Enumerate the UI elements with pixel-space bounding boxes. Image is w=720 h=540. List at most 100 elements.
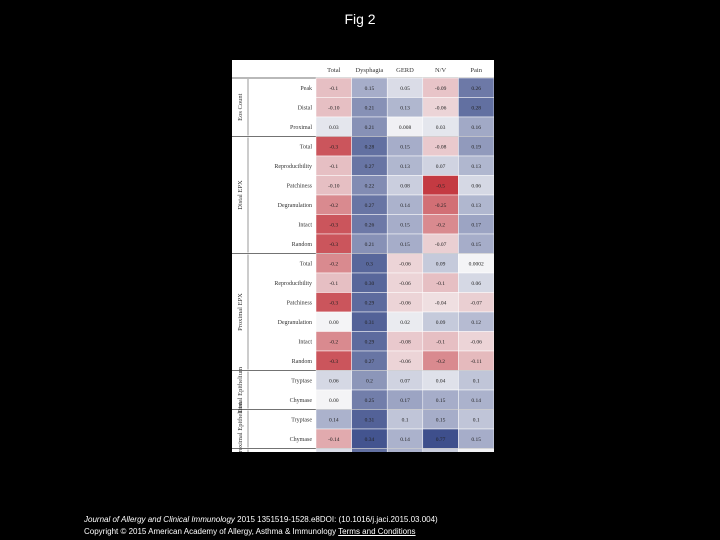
cell-value: 0.08 <box>400 183 410 189</box>
cell-value: 0.27 <box>365 203 375 209</box>
row-label: Total <box>300 262 313 268</box>
cell-value: 0.25 <box>365 398 375 404</box>
group-label: Proximal Epithelium <box>237 402 244 452</box>
row-label: Reproducibility <box>274 164 312 170</box>
column-header: Total <box>327 67 340 74</box>
cell-value: 0.05 <box>400 86 410 92</box>
cell-value: 0.26 <box>471 86 481 92</box>
cell-value: 0.16 <box>471 125 481 131</box>
figure-caption: Journal of Allergy and Clinical Immunolo… <box>84 514 438 538</box>
cell-value: 0.14 <box>329 417 339 423</box>
cell-value: -0.07 <box>470 300 482 306</box>
cell-value: 0.15 <box>436 417 446 423</box>
cell-value: 0.13 <box>471 164 481 170</box>
row-label: Peak <box>300 86 312 92</box>
row-label: Degranulation <box>278 320 312 326</box>
cell-value: -0.1 <box>329 86 338 92</box>
cell-value: 0.07 <box>436 164 446 170</box>
cell-value: 0.09 <box>436 320 446 326</box>
cell-value: 0.1 <box>473 417 480 423</box>
cell-value: 0.27 <box>365 359 375 365</box>
cell-value: -0.3 <box>329 222 338 228</box>
column-header: Dysphagia <box>355 67 383 74</box>
journal-name: Journal of Allergy and Clinical Immunolo… <box>84 515 235 524</box>
heatmap-cell <box>315 448 352 452</box>
heatmap-cell <box>458 448 494 452</box>
citation-text: 2015 1351519-1528.e8DOI: (10.1016/j.jaci… <box>234 515 438 524</box>
group-label: Distal EPX <box>237 180 244 210</box>
cell-value: -0.06 <box>399 281 411 287</box>
heatmap-cell <box>351 448 388 452</box>
cell-value: 0.13 <box>471 203 481 209</box>
row-label: Tryptase <box>291 379 312 385</box>
cell-value: 0.15 <box>436 398 446 404</box>
row-label: Proximal <box>290 125 312 131</box>
cell-value: 0.00 <box>329 320 339 326</box>
row-label: Random <box>292 359 313 365</box>
cell-value: 0.14 <box>471 398 481 404</box>
cell-value: -0.06 <box>470 339 482 345</box>
cell-value: 0.09 <box>436 261 446 267</box>
group-label: Proximal EPX <box>237 293 244 331</box>
cell-value: 0.77 <box>436 437 446 443</box>
cell-value: -0.04 <box>435 300 447 306</box>
row-label: Distal <box>298 106 313 112</box>
row-label: Intact <box>298 223 312 229</box>
cell-value: 0.17 <box>400 398 410 404</box>
cell-value: -0.10 <box>328 183 340 189</box>
row-label: Chymase <box>290 398 313 404</box>
cell-value: -0.3 <box>329 359 338 365</box>
page-title: Fig 2 <box>344 11 376 27</box>
cell-value: -0.1 <box>329 281 338 287</box>
cell-value: 0.0002 <box>469 261 484 267</box>
cell-value: 0.07 <box>400 378 410 384</box>
cell-value: -0.5 <box>436 183 445 189</box>
cell-value: -0.2 <box>436 222 445 228</box>
row-label: Degranulation <box>278 203 312 209</box>
cell-value: 0.15 <box>471 437 481 443</box>
cell-value: -0.3 <box>329 300 338 306</box>
cell-value: -0.08 <box>399 339 411 345</box>
cell-value: 0.04 <box>436 378 446 384</box>
cell-value: 0.15 <box>471 242 481 248</box>
cell-value: 0.28 <box>365 144 375 150</box>
group-label: Distal Epithelium <box>237 367 244 413</box>
cell-value: 0.21 <box>365 242 375 248</box>
terms-link[interactable]: Terms and Conditions <box>338 527 416 536</box>
cell-value: 0.1 <box>473 378 480 384</box>
cell-value: -0.1 <box>436 281 445 287</box>
cell-value: 0.008 <box>399 125 412 131</box>
cell-value: -0.08 <box>435 144 447 150</box>
cell-value: 0.1 <box>402 417 409 423</box>
cell-value: 0.15 <box>400 144 410 150</box>
cell-value: 0.31 <box>365 320 375 326</box>
cell-value: 0.26 <box>365 222 375 228</box>
cell-value: -0.07 <box>435 242 447 248</box>
cell-value: 0.06 <box>329 378 339 384</box>
cell-value: 0.17 <box>471 222 481 228</box>
cell-value: -0.1 <box>436 339 445 345</box>
cell-value: -0.25 <box>435 203 447 209</box>
cell-value: -0.3 <box>329 144 338 150</box>
cell-value: 0.14 <box>400 203 410 209</box>
cell-value: 0.31 <box>365 417 375 423</box>
cell-value: 0.27 <box>365 164 375 170</box>
cell-value: -0.06 <box>399 261 411 267</box>
cell-value: -0.2 <box>329 203 338 209</box>
cell-value: 0.28 <box>471 105 481 111</box>
cell-value: -0.09 <box>435 86 447 92</box>
row-label: Reproducibility <box>274 281 312 287</box>
cell-value: 0.15 <box>365 86 375 92</box>
heatmap-cell <box>422 448 459 452</box>
cell-value: -0.14 <box>328 437 340 443</box>
cell-value: 0.03 <box>329 125 339 131</box>
cell-value: 0.14 <box>400 437 410 443</box>
column-header: GERD <box>396 67 414 74</box>
row-label: Total <box>300 145 313 151</box>
cell-value: 0.29 <box>365 300 375 306</box>
cell-value: -0.2 <box>436 359 445 365</box>
cell-value: 0.3 <box>366 261 373 267</box>
cell-value: -0.10 <box>328 105 340 111</box>
cell-value: 0.15 <box>400 242 410 248</box>
cell-value: 0.21 <box>365 125 375 131</box>
